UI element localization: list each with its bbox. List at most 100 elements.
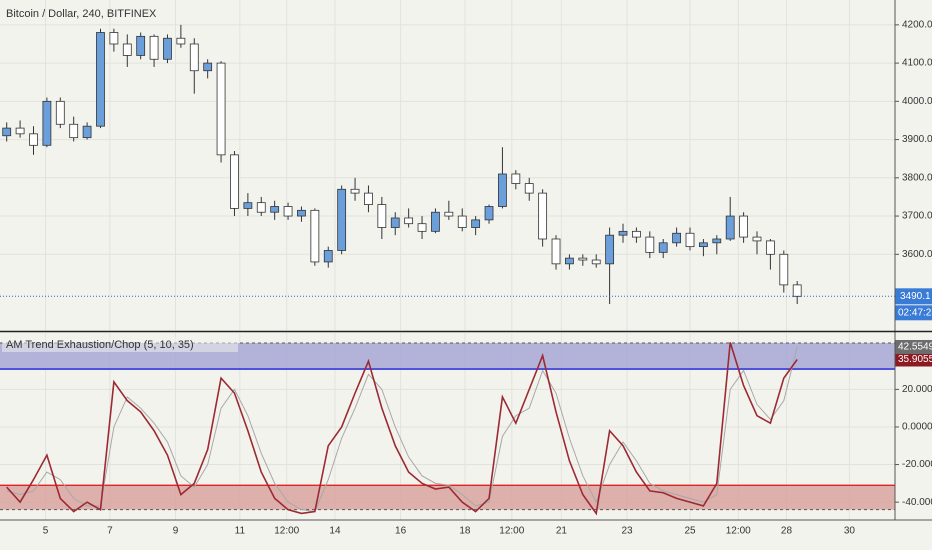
price-label-box (895, 288, 932, 305)
value-label-box (895, 352, 932, 367)
candle-body (685, 232, 695, 248)
price-label: 3490.1 (900, 291, 931, 302)
y-tick-label: 3700.0 (902, 211, 932, 222)
candle-body (310, 209, 320, 263)
candle-body (203, 62, 213, 72)
candle-body (364, 192, 373, 205)
candle-body (725, 215, 735, 240)
candle-body (2, 127, 12, 137)
x-tick-label: 21 (556, 526, 568, 537)
y-tick-label: 20.0000 (902, 384, 932, 395)
candle-body (82, 125, 92, 139)
value-label: 42.5549 (898, 342, 932, 353)
candle-body (323, 250, 333, 263)
countdown-box (895, 305, 932, 321)
candle-body (565, 257, 574, 265)
candle-body (55, 100, 65, 125)
y-tick-label: -20.0000 (902, 459, 932, 470)
candle-body (765, 240, 775, 255)
x-tick-label: 23 (621, 526, 633, 537)
x-tick-label: 16 (395, 526, 407, 537)
lower_band (0, 485, 895, 510)
candle-body (645, 236, 655, 253)
candle-body (739, 215, 749, 238)
candle-body (29, 133, 38, 146)
candle-body (632, 230, 641, 238)
indicator-title-box (2, 337, 238, 352)
candle-body (484, 206, 494, 221)
candle-body (538, 192, 548, 240)
candle-body (591, 259, 601, 265)
candle-body (377, 204, 387, 228)
y-tick-label: 3600.0 (902, 249, 932, 260)
candle-body (163, 37, 172, 60)
candle-body (699, 242, 708, 248)
candle-body (149, 35, 159, 60)
candle-body (498, 173, 507, 207)
candle-body (390, 217, 400, 228)
x-tick-label: 14 (329, 526, 341, 537)
candle-body (779, 253, 789, 286)
candle-body (15, 127, 25, 135)
y-tick-label: 3900.0 (902, 134, 932, 145)
candle-body (578, 257, 588, 261)
candle-body (176, 37, 186, 45)
candle-body (752, 236, 762, 242)
y-tick-label: 4100.0 (902, 58, 932, 69)
countdown: 02:47:28 (898, 307, 932, 318)
x-tick-label: 5 (43, 526, 49, 537)
candle-body (350, 188, 360, 194)
candle-body (511, 173, 521, 184)
candle-body (337, 188, 347, 251)
candle-body (404, 217, 414, 225)
y-tick-label: 4200.0 (902, 19, 932, 30)
candle-body (136, 35, 146, 56)
x-tick-label: 28 (781, 526, 793, 537)
candle-body (712, 238, 722, 244)
value-label-box (895, 339, 932, 354)
indicator-line (6, 346, 798, 513)
candle-body (792, 284, 802, 297)
x-tick-label: 25 (684, 526, 696, 537)
candle-body (444, 211, 454, 217)
candle-body (457, 215, 467, 228)
candle-body (216, 62, 226, 156)
y-tick-label: 4000.0 (902, 96, 932, 107)
candle-body (283, 206, 293, 217)
candle-body (618, 230, 628, 236)
x-tick-label: 12:00 (274, 526, 299, 537)
candle-body (417, 223, 427, 232)
y-tick-label: 0.0000 (902, 422, 932, 433)
value-label: 35.9055 (898, 354, 932, 365)
candle-body (270, 206, 280, 213)
candle-body (658, 242, 668, 253)
x-tick-label: 30 (844, 526, 856, 537)
candle-body (96, 32, 105, 127)
candle-body (297, 209, 306, 217)
x-tick-label: 12:00 (726, 526, 751, 537)
indicator-line (6, 342, 798, 516)
candle-body (69, 123, 79, 139)
candle-body (230, 154, 239, 209)
x-tick-label: 12:00 (499, 526, 524, 537)
candle-body (524, 183, 534, 194)
candle-body (243, 202, 253, 209)
y-tick-label: -40.0000 (902, 497, 932, 508)
x-tick-label: 11 (235, 526, 246, 537)
candle-body (551, 238, 561, 265)
candle-body (122, 43, 132, 56)
candle-body (256, 202, 266, 213)
chart-title: Bitcoin / Dollar, 240, BITFINEX (6, 8, 157, 20)
candle-body (109, 32, 119, 45)
y-tick-label: 3800.0 (902, 172, 932, 183)
x-tick-label: 9 (173, 526, 179, 537)
candle-body (672, 232, 682, 244)
candle-body (189, 43, 199, 72)
candle-body (42, 100, 52, 146)
candle-body (605, 234, 615, 265)
candle-body (471, 219, 481, 228)
x-tick-label: 18 (459, 526, 471, 537)
candle-body (431, 211, 440, 232)
